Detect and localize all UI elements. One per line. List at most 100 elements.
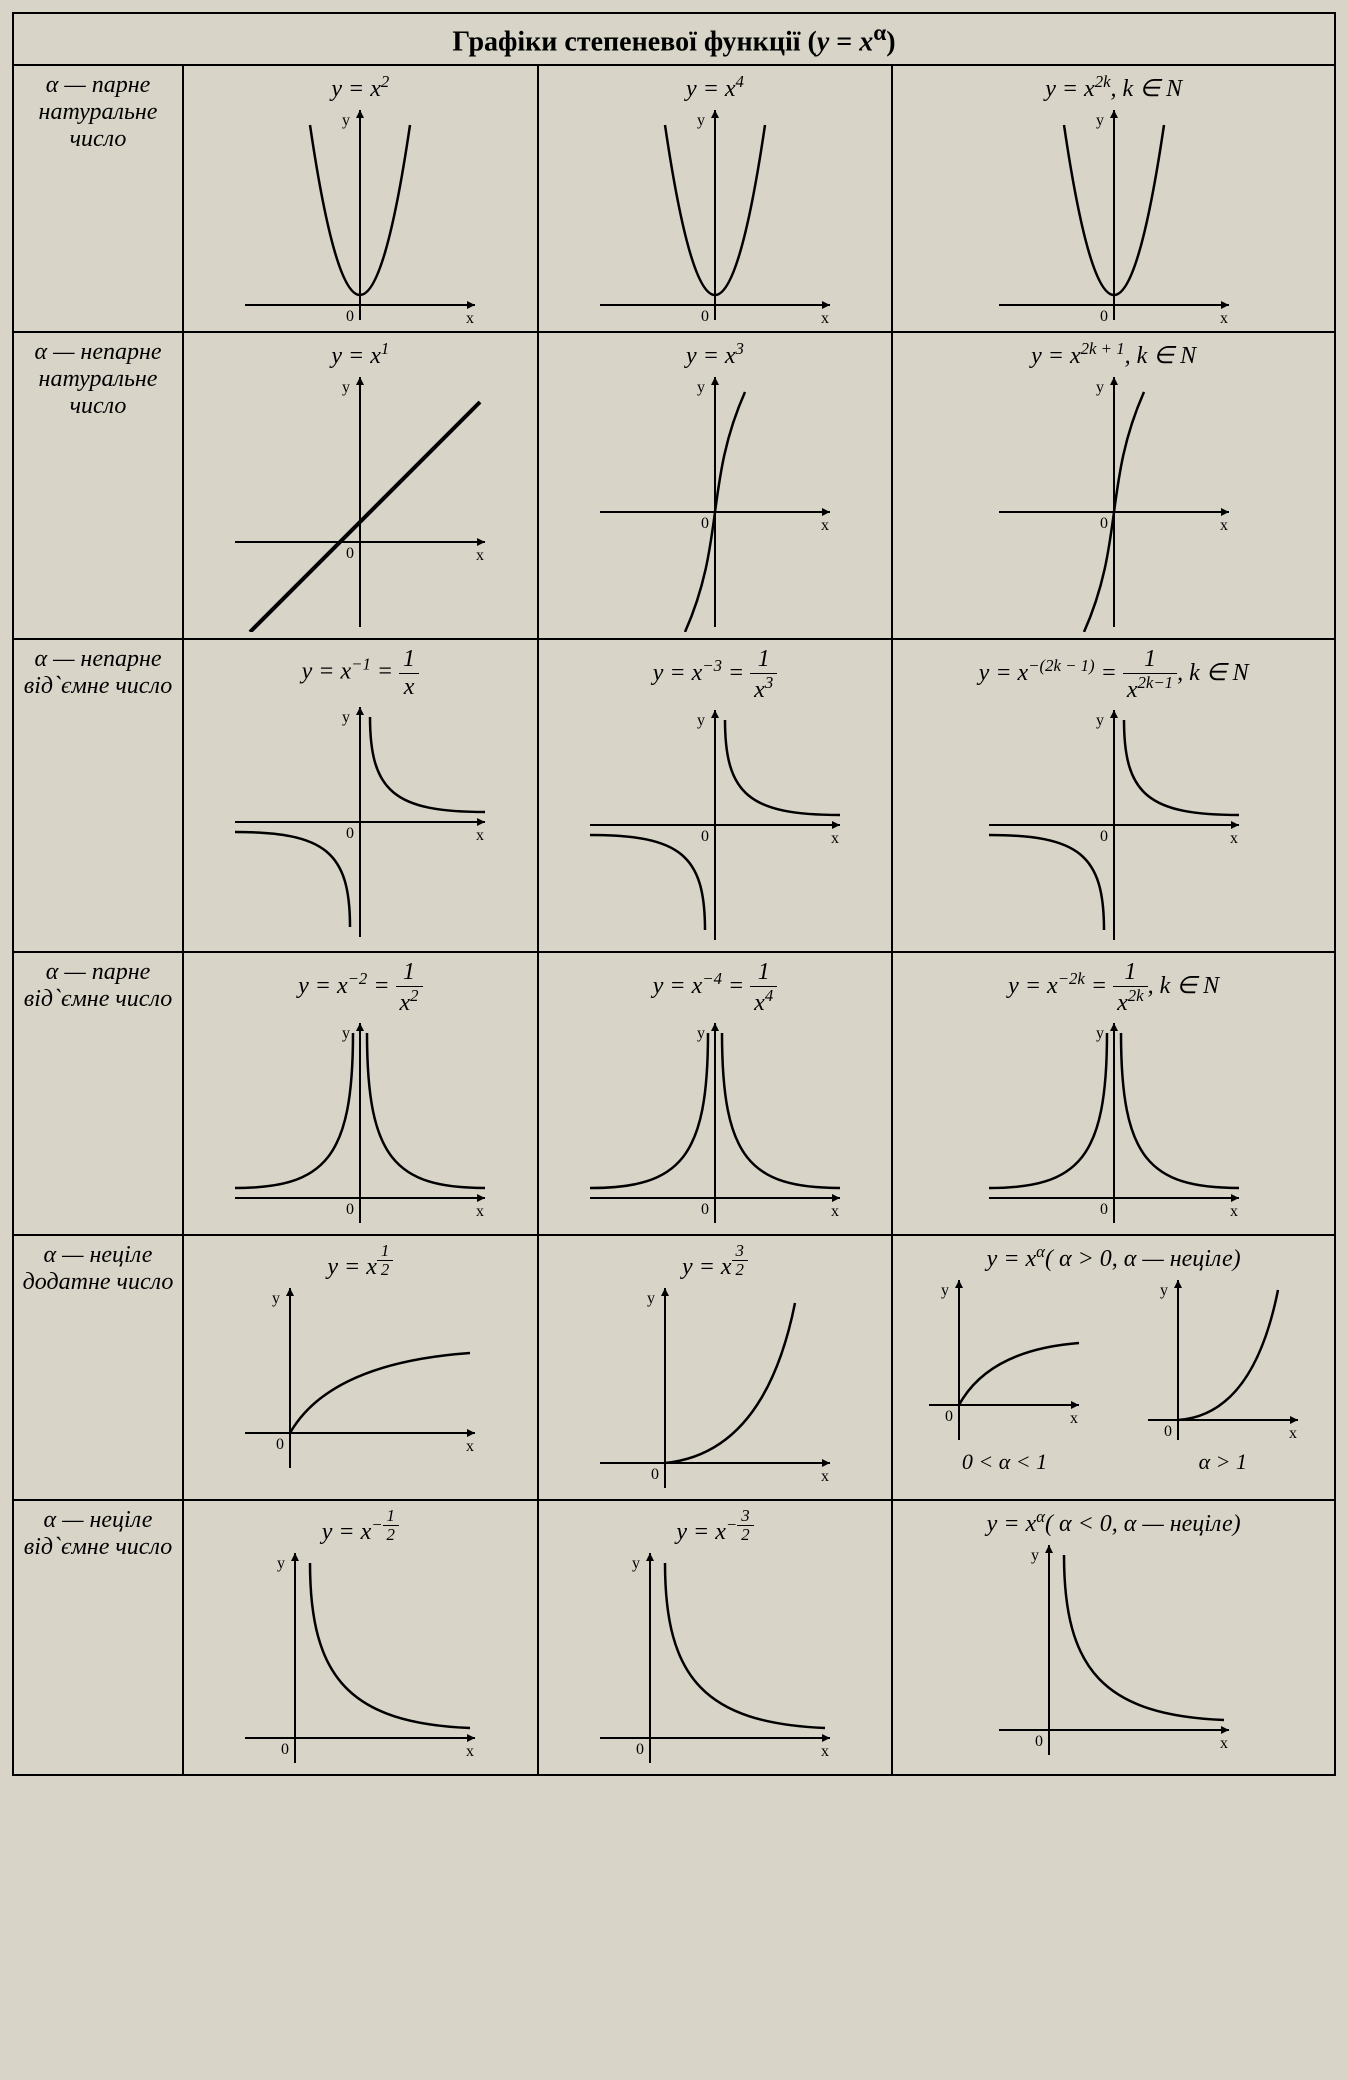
svg-text:x: x [466, 1438, 474, 1455]
graph-neg_root: x y 0 [595, 1548, 835, 1768]
svg-text:0: 0 [701, 308, 709, 325]
svg-text:0: 0 [945, 1408, 953, 1425]
svg-text:y: y [1096, 379, 1104, 396]
graph-cell: y = xα( α < 0, α — неціле) x y 0 [892, 1500, 1335, 1775]
formula: y = x−2k = 1x2k, k ∈ N [899, 959, 1328, 1016]
svg-text:x: x [831, 830, 839, 847]
row-label: α — непарне натуральне число [13, 332, 183, 639]
graph-odd_hyperbola: x y 0 [230, 702, 490, 942]
formula: y = x−3 = 1x3 [545, 646, 886, 703]
power-function-table: Графіки степеневої функції (y = xα) α — … [12, 12, 1336, 1776]
svg-text:0: 0 [1035, 1733, 1043, 1750]
svg-text:y: y [342, 1025, 350, 1042]
formula: y = x4 [545, 72, 886, 103]
graph-cubic: x y 0 [595, 372, 835, 632]
svg-text:0: 0 [346, 308, 354, 325]
svg-text:x: x [466, 310, 474, 325]
graph-cell: y = x−3 = 1x3 x y 0 [538, 639, 893, 952]
row-label: α — неціле додатне число [13, 1235, 183, 1500]
graph-even_parabola: x y 0 [595, 105, 835, 325]
formula: y = x3 [545, 339, 886, 370]
svg-text:x: x [476, 1203, 484, 1220]
table-title: Графіки степеневої функції (y = xα) [13, 13, 1335, 65]
svg-text:x: x [476, 547, 484, 564]
svg-text:y: y [1160, 1282, 1168, 1299]
svg-text:0: 0 [1100, 515, 1108, 532]
row-label: α — парне від`ємне число [13, 952, 183, 1235]
svg-text:x: x [1230, 1203, 1238, 1220]
svg-text:0: 0 [636, 1741, 644, 1758]
graph-power_gt1_small: x y 0 [1143, 1275, 1303, 1445]
row-label: α — неціле від`ємне число [13, 1500, 183, 1775]
svg-text:y: y [342, 709, 350, 726]
svg-text:y: y [1031, 1547, 1039, 1564]
graph-even_hyperbola: x y 0 [230, 1018, 490, 1228]
graph-even_parabola: x y 0 [240, 105, 480, 325]
formula: y = x32 [545, 1242, 886, 1281]
graph-cell: y = x−32 x y 0 [538, 1500, 893, 1775]
graph-cell: y = x−4 = 1x4 x y 0 [538, 952, 893, 1235]
formula: y = x−32 [545, 1507, 886, 1546]
svg-text:0: 0 [1164, 1423, 1172, 1440]
svg-text:y: y [697, 1025, 705, 1042]
graph-even_hyperbola: x y 0 [984, 1018, 1244, 1228]
graph-cell: y = x−2 = 1x2 x y 0 [183, 952, 538, 1235]
graph-cell: y = x12 x y 0 [183, 1235, 538, 1500]
svg-text:x: x [831, 1203, 839, 1220]
graph-cell: y = x1 x y 0 [183, 332, 538, 639]
svg-text:0: 0 [346, 1201, 354, 1218]
svg-text:y: y [277, 1555, 285, 1572]
formula: y = x−12 [190, 1507, 531, 1546]
svg-text:x: x [821, 310, 829, 325]
svg-text:y: y [697, 712, 705, 729]
graph-root_small: x y 0 [924, 1275, 1084, 1445]
svg-text:y: y [272, 1290, 280, 1307]
svg-text:0: 0 [701, 828, 709, 845]
graph-odd_hyperbola: x y 0 [585, 705, 845, 945]
graph-cell: y = x2k, k ∈ N x y 0 [892, 65, 1335, 332]
formula: y = x2k + 1, k ∈ N [899, 339, 1328, 370]
graph-power_gt1: x y 0 [595, 1283, 835, 1493]
formula: y = x1 [190, 339, 531, 370]
graph-cell: y = x−12 x y 0 [183, 1500, 538, 1775]
graph-cell: y = x−2k = 1x2k, k ∈ N x y 0 [892, 952, 1335, 1235]
row-label: α — парне натуральне число [13, 65, 183, 332]
formula: y = x12 [190, 1242, 531, 1281]
svg-text:0: 0 [701, 515, 709, 532]
svg-text:x: x [1230, 830, 1238, 847]
svg-text:y: y [342, 379, 350, 396]
formula: y = x−(2k − 1) = 1x2k−1, k ∈ N [899, 646, 1328, 703]
graph-cell: y = x−1 = 1x x y 0 [183, 639, 538, 952]
formula: y = x2k, k ∈ N [899, 72, 1328, 103]
graph-neg_root: x y 0 [994, 1540, 1234, 1760]
graph-cell: y = x−(2k − 1) = 1x2k−1, k ∈ N x y 0 [892, 639, 1335, 952]
svg-text:y: y [647, 1290, 655, 1307]
sub-caption: α > 1 [1118, 1449, 1328, 1475]
svg-text:y: y [1096, 112, 1104, 129]
graph-cell: y = x32 x y 0 [538, 1235, 893, 1500]
svg-text:x: x [476, 827, 484, 844]
graph-cell: y = x4 x y 0 [538, 65, 893, 332]
svg-text:x: x [1220, 517, 1228, 534]
formula: y = x2 [190, 72, 531, 103]
svg-text:x: x [821, 1468, 829, 1485]
graph-cell: y = x2k + 1, k ∈ N x y 0 [892, 332, 1335, 639]
svg-text:0: 0 [346, 545, 354, 562]
svg-text:x: x [1289, 1425, 1297, 1442]
svg-text:y: y [1096, 1025, 1104, 1042]
graph-even_parabola: x y 0 [994, 105, 1234, 325]
graph-cell: y = xα( α > 0, α — неціле) x y 0 0 < α <… [892, 1235, 1335, 1500]
svg-text:x: x [1220, 1735, 1228, 1752]
graph-neg_root: x y 0 [240, 1548, 480, 1768]
row-label: α — непарне від`ємне число [13, 639, 183, 952]
formula: y = x−4 = 1x4 [545, 959, 886, 1016]
svg-text:0: 0 [346, 825, 354, 842]
graph-line: x y 0 [230, 372, 490, 632]
svg-text:0: 0 [1100, 1201, 1108, 1218]
graph-odd_hyperbola: x y 0 [984, 705, 1244, 945]
svg-text:y: y [342, 112, 350, 129]
svg-text:0: 0 [701, 1201, 709, 1218]
svg-text:x: x [821, 1743, 829, 1760]
formula: y = xα( α < 0, α — неціле) [899, 1507, 1328, 1538]
graph-cell: y = x2 x y 0 [183, 65, 538, 332]
